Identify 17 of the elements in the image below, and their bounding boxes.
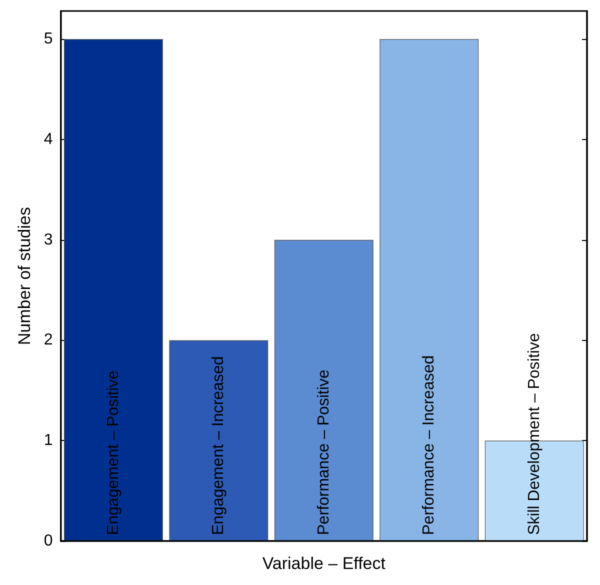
x-tick-label: Skill Development – Positive (526, 333, 543, 535)
bar (380, 39, 479, 541)
y-tick-label: 4 (44, 130, 53, 148)
y-tick-label: 5 (44, 30, 53, 48)
x-tick-label: Performance – Positive (315, 369, 332, 535)
y-tick-label: 1 (44, 432, 53, 450)
x-axis-title: Variable – Effect (262, 554, 386, 573)
x-tick-label: Performance – Increased (420, 355, 438, 535)
x-tick-label: Engagement – Positive (104, 370, 122, 535)
y-tick-label: 0 (44, 532, 53, 550)
bar (64, 39, 163, 541)
bar (169, 340, 268, 541)
x-tick-label: Engagement – Increased (210, 356, 228, 535)
y-tick-label: 3 (44, 231, 53, 248)
bar (274, 240, 374, 541)
y-axis-title: Number of studies (15, 207, 34, 345)
y-tick-label: 2 (44, 332, 53, 349)
